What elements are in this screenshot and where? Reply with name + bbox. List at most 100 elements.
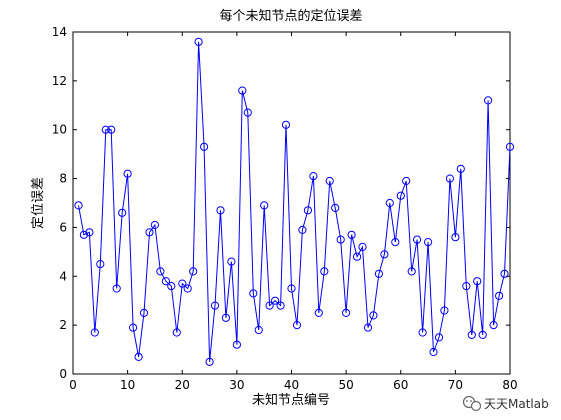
data-point [161, 277, 170, 286]
series-markers [74, 37, 515, 366]
data-point [385, 198, 394, 208]
data-point [380, 250, 389, 259]
data-point [189, 267, 198, 276]
data-point [150, 220, 159, 230]
data-point [178, 279, 187, 288]
x-tick-label: 20 [175, 378, 190, 392]
series-line [78, 41, 511, 362]
y-tick-label: 8 [59, 172, 67, 186]
data-point [79, 230, 89, 239]
x-tick-label: 30 [229, 378, 244, 392]
data-point [183, 284, 192, 293]
data-point [221, 313, 230, 322]
data-point [139, 308, 149, 317]
data-point [298, 225, 307, 234]
data-point [129, 323, 138, 332]
x-tick-label: 50 [338, 378, 353, 392]
data-point [232, 340, 241, 349]
data-point [265, 301, 274, 310]
data-point [260, 201, 269, 210]
watermark: 天天Matlab [462, 395, 549, 412]
y-tick-label: 14 [52, 25, 67, 39]
data-point [484, 96, 493, 105]
data-point [112, 284, 121, 293]
x-tick-label: 80 [502, 378, 517, 392]
data-point [418, 328, 427, 337]
wechat-icon [462, 395, 482, 412]
y-tick-label: 12 [52, 74, 67, 88]
data-point [434, 333, 444, 342]
watermark-text: 天天Matlab [484, 397, 549, 411]
data-point [500, 269, 509, 278]
data-point [363, 323, 373, 332]
data-point [462, 282, 471, 291]
data-point [172, 328, 181, 337]
y-tick-label: 10 [52, 123, 67, 137]
data-point [495, 291, 504, 300]
data-point [374, 269, 383, 278]
data-point [200, 142, 209, 151]
data-point [402, 176, 411, 186]
data-point [101, 125, 110, 134]
data-point [478, 330, 487, 339]
y-tick-label: 2 [59, 318, 67, 332]
data-point [167, 282, 176, 291]
data-point [292, 321, 302, 330]
x-tick-label: 40 [284, 378, 299, 392]
data-point [358, 242, 367, 252]
x-tick-label: 60 [393, 378, 408, 392]
data-point [118, 208, 127, 217]
data-point [210, 301, 220, 310]
data-point [505, 142, 515, 151]
y-tick-label: 0 [59, 367, 67, 381]
data-point [489, 321, 498, 330]
data-point [413, 235, 422, 244]
x-tick-label: 10 [120, 378, 135, 392]
data-point [249, 289, 258, 298]
data-point [254, 325, 263, 335]
data-point [96, 260, 105, 269]
x-tick-label: 70 [448, 378, 463, 392]
axis-ticks: 0 10 20 30 40 50 60 70 80 0 2 4 6 8 10 12 14 [52, 25, 518, 392]
data-point [325, 176, 334, 186]
data-point [276, 301, 285, 310]
data-point [429, 347, 438, 357]
data-point [331, 203, 340, 212]
data-point [123, 169, 132, 178]
data-point [424, 238, 433, 247]
data-point [287, 284, 296, 293]
data-point [74, 201, 83, 210]
data-point [445, 174, 454, 183]
data-point [145, 228, 154, 237]
data-point [473, 277, 482, 286]
data-point [238, 86, 247, 95]
series-line-group [78, 41, 511, 362]
data-point [309, 172, 318, 181]
data-point [134, 352, 143, 361]
data-point [336, 235, 345, 244]
data-point [281, 120, 291, 129]
data-point [271, 296, 280, 305]
data-point [320, 267, 329, 276]
data-point [194, 37, 203, 46]
data-point [85, 228, 94, 237]
y-tick-label: 4 [59, 269, 67, 283]
data-point [369, 311, 378, 320]
x-axis-label: 未知节点编号 [252, 392, 330, 408]
data-point [205, 357, 214, 366]
data-point [90, 328, 99, 337]
data-point [391, 238, 400, 247]
data-point [440, 306, 449, 315]
data-point [107, 125, 116, 134]
data-point [314, 308, 323, 317]
y-tick-label: 6 [59, 220, 67, 234]
data-point [303, 206, 312, 215]
plot-area [72, 31, 511, 375]
chart-title: 每个未知节点的定位误差 [219, 8, 362, 24]
data-point [467, 330, 476, 339]
data-point [456, 164, 465, 173]
data-point [451, 233, 460, 242]
data-point [216, 206, 225, 215]
x-tick-label: 0 [69, 378, 77, 392]
